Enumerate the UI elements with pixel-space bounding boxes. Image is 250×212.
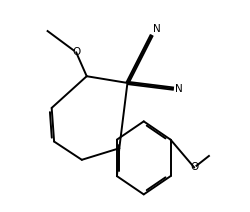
Text: N: N <box>153 24 161 34</box>
Text: O: O <box>190 162 198 173</box>
Text: O: O <box>72 47 80 57</box>
Text: N: N <box>175 84 183 94</box>
